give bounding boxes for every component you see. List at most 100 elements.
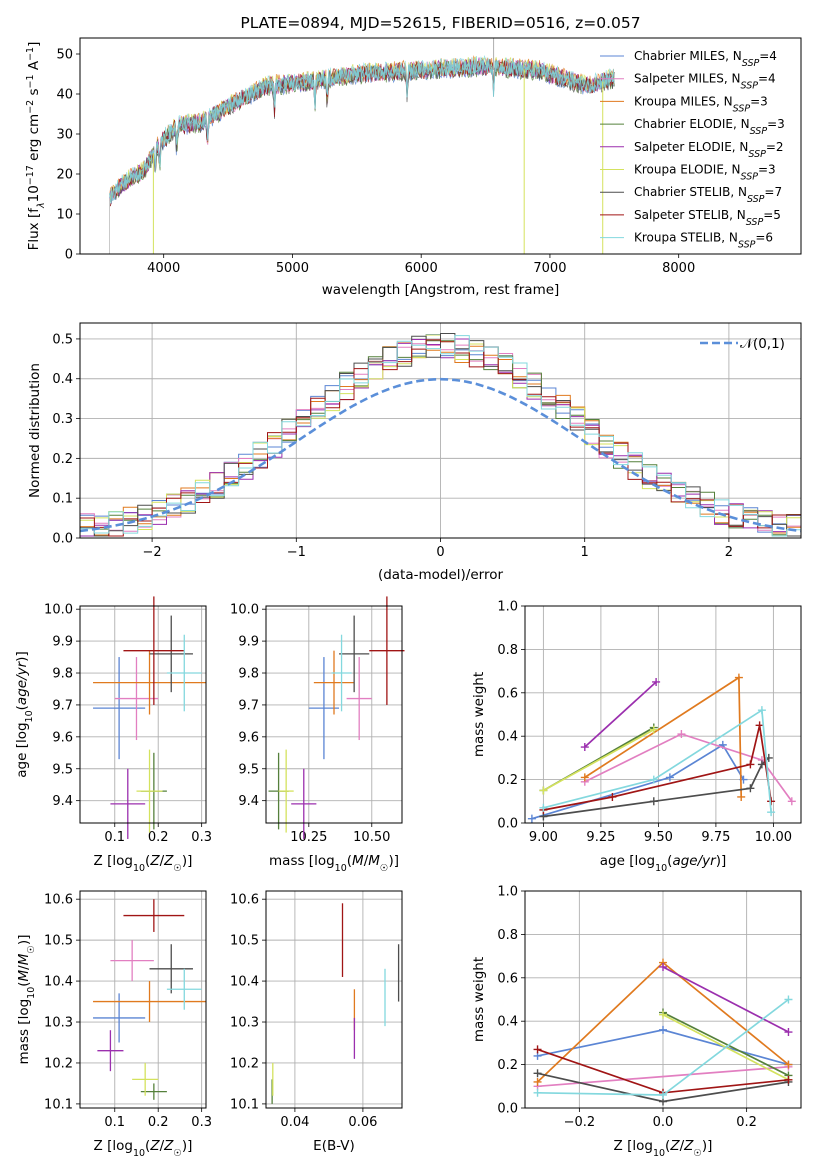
y-tick-label: 0.6 — [497, 686, 518, 701]
series-kroupa-stelib — [543, 708, 772, 813]
marker-kroupa-miles — [533, 1077, 542, 1086]
axes-frame — [79, 605, 207, 824]
x-tick-label: 10.25 — [290, 830, 327, 845]
y-tick-label: 10.4 — [230, 975, 259, 990]
residuals-panel: −2 −1 0 1 2 0.0 0.1 0.2 0.3 0.4 0.5 𝒩(0,1) (data-mod… — [27, 322, 802, 583]
errorbar-kroupa-stelib — [331, 634, 352, 712]
errorbar-salpeter-elodie — [97, 1030, 124, 1072]
axes-frame — [524, 605, 802, 824]
x-axis-label: E(B-V) — [313, 1138, 355, 1154]
chart-title: PLATE=0894, MJD=52615, FIBERID=0516, z=0… — [240, 14, 640, 32]
y-tick-label: 9.7 — [52, 698, 73, 713]
x-tick-label: 7000 — [533, 261, 566, 276]
x-axis-label: Z [log10(Z/Z☉)] — [94, 1138, 193, 1159]
legend-label-salpeter-elodie: Salpeter ELODIE, NSSP=2 — [634, 140, 784, 160]
y-axis-label: mass weight — [471, 672, 487, 757]
y-tick-label: 30 — [56, 128, 73, 143]
x-tick-label: −0.2 — [564, 1115, 596, 1130]
errorbar-chabrier-miles — [93, 657, 146, 760]
series-chabrier-miles — [531, 743, 745, 820]
x-tick-label: 0.2 — [148, 1115, 169, 1130]
y-tick-label: 0.3 — [52, 412, 73, 427]
marker-salpeter-miles — [677, 730, 686, 739]
x-tick-label: 10.50 — [353, 830, 390, 845]
x-tick-label: 9.75 — [701, 830, 730, 845]
y-tick-label: 0.4 — [52, 372, 73, 387]
y-tick-label: 0.8 — [497, 643, 518, 658]
y-tick-label: 9.8 — [52, 667, 73, 682]
x-tick-label: 0.1 — [104, 1115, 125, 1130]
y-axis-label: mass [log10(M/M☉)] — [16, 935, 37, 1065]
errorbar-salpeter-miles — [114, 657, 159, 741]
legend-label-chabrier-elodie: Chabrier ELODIE, NSSP=3 — [634, 117, 785, 137]
y-tick-label: 10.0 — [44, 603, 73, 618]
x-tick-label: 9.50 — [644, 830, 673, 845]
marker-salpeter-stelib — [608, 792, 617, 801]
y-tick-label: 10.2 — [230, 1056, 259, 1071]
age_vs_mass-panel: 10.25 10.50 9.4 9.5 9.6 9.7 9.8 9.9 10.0 mass [lo… — [230, 596, 405, 874]
errorbar-kroupa-elodie — [132, 1062, 159, 1096]
errorbar-kroupa-elodie — [278, 749, 294, 833]
y-tick-label: 10.2 — [44, 1056, 73, 1071]
y-tick-label: 0.5 — [52, 332, 73, 347]
y-tick-label: 9.5 — [238, 762, 259, 777]
x-tick-label: 0.3 — [191, 1115, 212, 1130]
errorbar-salpeter-stelib — [369, 596, 405, 705]
series-salpeter-stelib — [543, 725, 772, 811]
errorbar-salpeter-elodie — [110, 768, 146, 839]
marker-chabrier-miles — [659, 1025, 667, 1034]
y-tick-label: 9.4 — [52, 794, 73, 809]
legend-label-normal: 𝒩(0,1) — [740, 336, 785, 352]
y-tick-label: 9.9 — [52, 635, 73, 650]
mass_vs_Z-panel: 0.1 0.2 0.3 10.1 10.2 10.3 10.4 10.5 10.6 Z [log1… — [16, 890, 212, 1159]
axes-frame — [79, 37, 802, 255]
x-tick-label: 0.06 — [348, 1115, 377, 1130]
spectrum-panel: 4000 5000 6000 7000 8000 0 10 20 30 40 50 Chabrier … — [25, 14, 802, 298]
errorbar-chabrier-stelib — [149, 944, 193, 994]
x-tick-label: 0.3 — [191, 830, 212, 845]
spectrum-observed — [109, 59, 615, 204]
x-tick-label: 0.2 — [736, 1115, 757, 1130]
marker-kroupa-stelib — [539, 803, 548, 812]
y-tick-label: 1.0 — [497, 885, 518, 900]
marker-chabrier-stelib — [649, 797, 658, 806]
x-tick-label: 0.04 — [280, 1115, 309, 1130]
errorbar-kroupa-stelib — [166, 634, 202, 712]
y-tick-label: 40 — [56, 88, 73, 103]
x-tick-label: 10.00 — [755, 830, 792, 845]
marker-chabrier-stelib — [757, 760, 766, 769]
errorbar-kroupa-miles — [93, 981, 206, 1023]
y-tick-label: 10.5 — [44, 934, 73, 949]
mass_vs_EBV-panel: 0.04 0.06 10.1 10.2 10.3 10.4 10.5 10.6 E(B-V) — [230, 890, 403, 1154]
normal-curve — [79, 377, 802, 533]
y-axis-label: mass weight — [471, 957, 487, 1042]
marker-kroupa-elodie — [649, 725, 658, 734]
y-tick-label: 10.1 — [230, 1097, 259, 1112]
series-kroupa-elodie — [542, 728, 655, 792]
x-axis-label: Z [log10(Z/Z☉)] — [614, 1138, 713, 1159]
marker-kroupa-stelib — [649, 775, 658, 784]
x-tick-label: 0.0 — [653, 1115, 674, 1130]
marker-kroupa-stelib — [659, 1090, 667, 1099]
x-axis-label: age [log10(age/yr)] — [600, 853, 726, 874]
y-tick-label: 50 — [56, 48, 73, 63]
histogram-kroupa-stelib — [80, 335, 801, 537]
marker-kroupa-elodie — [659, 1010, 667, 1019]
x-tick-label: −1 — [287, 545, 306, 560]
x-axis-label: Z [log10(Z/Z☉)] — [94, 853, 193, 874]
marker-kroupa-elodie — [539, 786, 548, 795]
x-tick-label: 1 — [581, 545, 589, 560]
y-tick-label: 10.3 — [230, 1016, 259, 1031]
axes-frame — [79, 322, 802, 539]
age_vs_Z-panel: 0.1 0.2 0.3 9.4 9.5 9.6 9.7 9.8 9.9 10.0 Z [log10(… — [14, 596, 212, 874]
marker-kroupa-stelib — [533, 1088, 542, 1097]
x-axis-label: mass [log10(M/M☉)] — [269, 853, 399, 874]
errorbar-kroupa-elodie — [136, 749, 163, 833]
series-salpeter-miles — [584, 733, 793, 802]
legend-label-kroupa-miles: Kroupa MILES, NSSP=3 — [634, 94, 768, 114]
marker-kroupa-stelib — [767, 808, 776, 817]
histogram-salpeter-stelib — [80, 339, 801, 537]
y-tick-label: 10.6 — [230, 893, 259, 908]
marker-salpeter-elodie — [784, 1028, 793, 1037]
